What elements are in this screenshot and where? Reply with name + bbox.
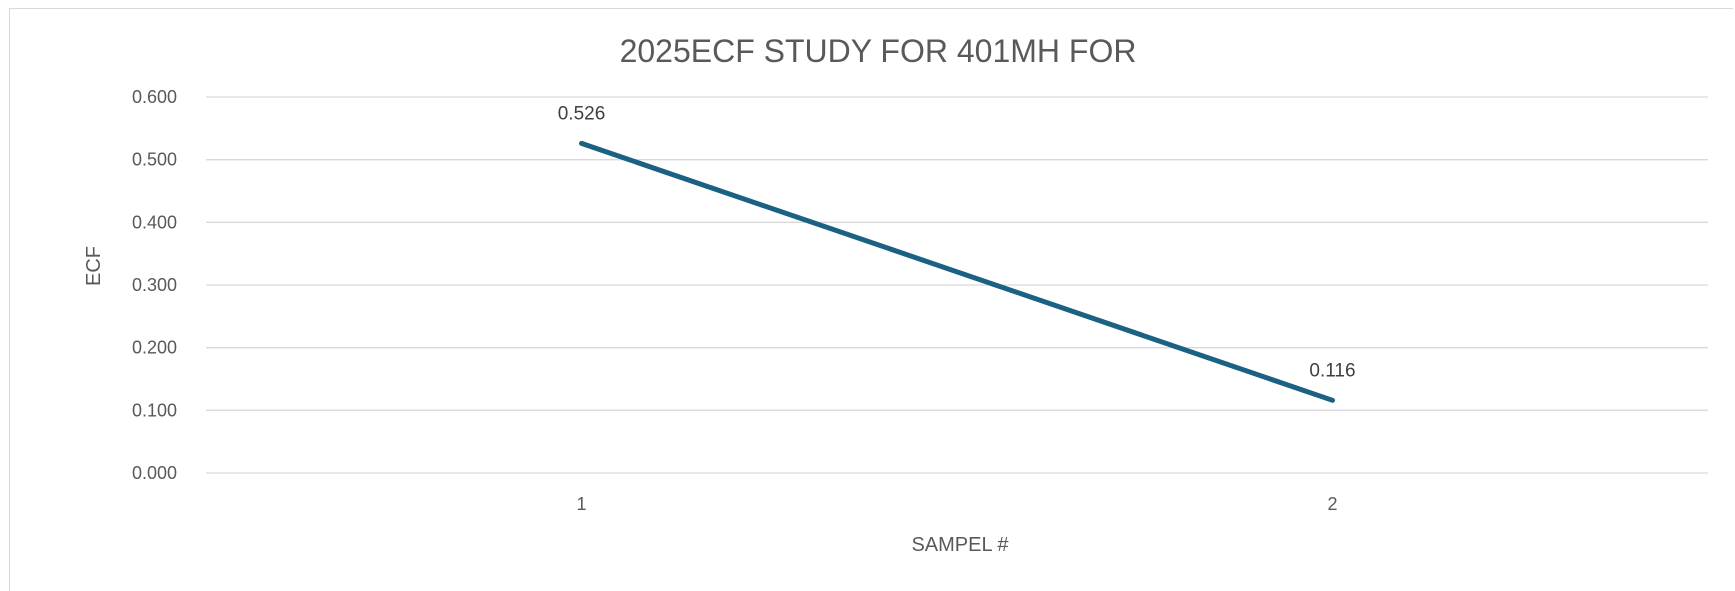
y-tick-label: 0.000 — [132, 463, 177, 483]
chart-title: 2025ECF STUDY FOR 401MH FOR — [620, 33, 1137, 69]
y-axis-ticks: 0.000 0.100 0.200 0.300 0.400 0.500 0.600 — [132, 87, 177, 483]
data-labels: 0.526 0.116 — [558, 103, 1356, 381]
y-axis-title: ECF — [83, 246, 105, 286]
series-layer — [579, 140, 1335, 403]
y-tick-label: 0.500 — [132, 150, 177, 170]
x-axis-title: SAMPEL # — [911, 534, 1009, 556]
data-label: 0.526 — [558, 103, 606, 124]
data-label: 0.116 — [1309, 360, 1355, 381]
series-line — [579, 140, 1335, 403]
chart-frame — [9, 8, 1733, 591]
y-tick-label: 0.100 — [132, 400, 177, 420]
y-tick-label: 0.400 — [132, 212, 177, 232]
y-tick-label: 0.300 — [132, 275, 177, 295]
y-tick-label: 0.600 — [132, 87, 177, 107]
x-tick-label: 2 — [1327, 494, 1337, 514]
gridlines — [206, 96, 1708, 474]
y-tick-label: 0.200 — [132, 338, 177, 358]
x-tick-label: 1 — [576, 494, 586, 514]
